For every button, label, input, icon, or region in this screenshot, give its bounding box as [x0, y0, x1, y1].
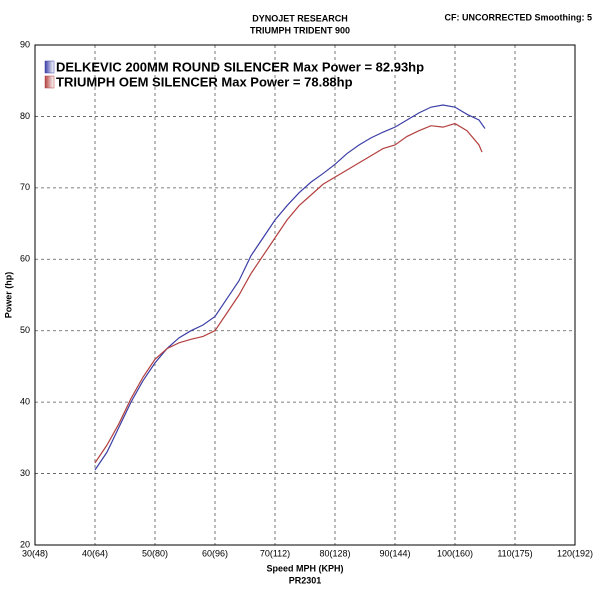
x-tick-label: 120(192) — [557, 548, 593, 558]
chart-subtitle: TRIUMPH TRIDENT 900 — [250, 25, 350, 35]
plot-frame — [34, 44, 576, 546]
x-tick-label: 100(160) — [437, 548, 473, 558]
x-tick-label: 110(175) — [497, 548, 532, 558]
y-tick-label: 80 — [20, 111, 30, 121]
legend-swatch — [44, 60, 55, 74]
y-tick-label: 70 — [20, 182, 30, 192]
run-id: PR2301 — [289, 575, 322, 585]
y-tick-label: 90 — [20, 39, 30, 49]
chart-title: DYNOJET RESEARCH — [252, 13, 348, 23]
y-tick-label: 50 — [20, 325, 30, 335]
power-line — [94, 104, 486, 471]
y-tick-label: 60 — [20, 254, 30, 264]
x-tick-label: 30(48) — [22, 548, 48, 558]
y-tick-label: 40 — [20, 397, 30, 407]
x-tick-label: 70(112) — [260, 548, 290, 558]
x-tick-label: 90(144) — [379, 548, 410, 558]
legend-label: DELKEVIC 200MM ROUND SILENCER Max Power … — [56, 59, 424, 74]
legend-swatch — [44, 75, 55, 89]
x-axis-label: Speed MPH (KPH) — [266, 563, 343, 573]
x-tick-label: 50(80) — [142, 548, 168, 558]
y-tick-label: 20 — [20, 539, 30, 549]
x-tick-label: 60(96) — [202, 548, 228, 558]
legend-label: TRIUMPH OEM SILENCER Max Power = 78.88hp — [56, 74, 353, 89]
y-axis-label: Power (hp) — [3, 272, 13, 319]
x-tick-label: 40(64) — [82, 548, 108, 558]
x-tick-label: 80(128) — [319, 548, 350, 558]
y-tick-label: 30 — [20, 468, 30, 478]
correction-note: CF: UNCORRECTED Smoothing: 5 — [445, 12, 593, 22]
power-line — [94, 122, 483, 464]
